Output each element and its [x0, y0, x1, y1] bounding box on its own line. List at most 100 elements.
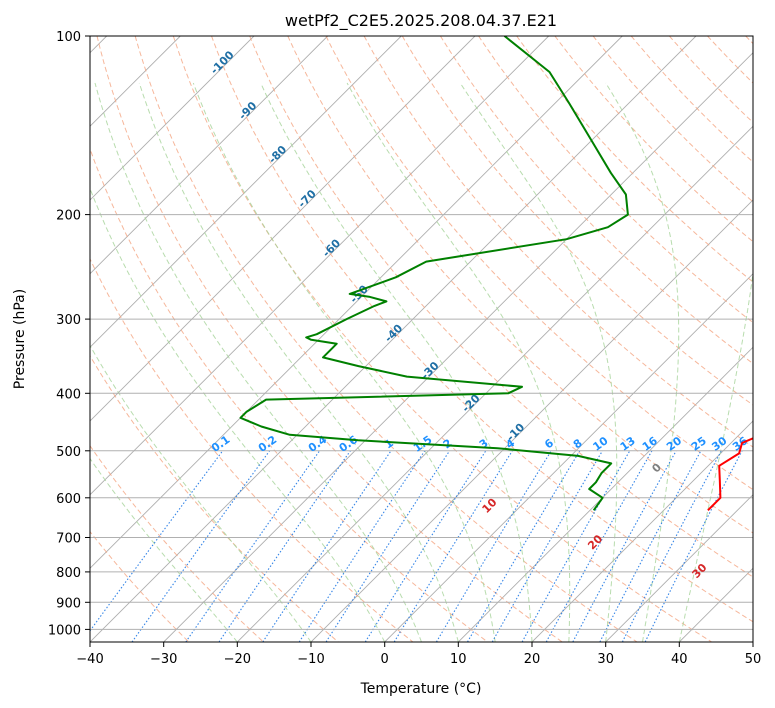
mixing-ratio-line — [521, 450, 631, 642]
moist-adiabat-line — [138, 82, 459, 642]
y-tick-label: 600 — [56, 492, 81, 507]
mixing-ratio-line — [435, 450, 552, 642]
background-lines — [90, 36, 753, 642]
mixing-ratio-line — [131, 450, 271, 642]
dry-adiabat-line — [90, 530, 190, 642]
isotherm-label: -40 — [382, 321, 405, 344]
isotherm-line — [90, 36, 329, 275]
y-tick-label: 300 — [56, 313, 81, 328]
moist-adiabat-line — [260, 82, 533, 642]
mixing-ratio-line — [393, 450, 513, 642]
moist-adiabat-line — [192, 82, 496, 642]
dry-adiabat-line — [96, 36, 563, 642]
y-axis-title: Pressure (hPa) — [12, 289, 28, 389]
isotherm-label: -100 — [208, 48, 237, 77]
dewpoint-profile-line — [239, 36, 629, 511]
dry-adiabat-line — [287, 36, 753, 534]
isotherm-line — [457, 346, 753, 642]
x-axis-title: Temperature (°C) — [360, 681, 482, 697]
dry-adiabat-line — [554, 36, 753, 243]
mixing-ratio-line — [621, 450, 722, 642]
mixing-ratio-line — [298, 450, 426, 642]
mixing-ratio-line — [572, 450, 677, 642]
dry-adiabat-line — [211, 36, 753, 623]
mixing-ratio-line — [644, 450, 743, 642]
isotherm-line — [310, 199, 753, 642]
isotherm-line — [752, 641, 753, 642]
plot-frame — [89, 35, 754, 643]
mixing-ratio-label: 2 — [441, 436, 455, 451]
moist-adiabat-line — [605, 82, 680, 642]
dry-adiabat-line — [90, 444, 264, 642]
isotherm-label: -60 — [320, 236, 343, 259]
dry-adiabat-line — [325, 36, 753, 491]
x-tick-label: 50 — [745, 652, 762, 667]
isotherm-line — [90, 36, 255, 201]
dry-adiabat-line — [134, 36, 638, 642]
dry-adiabat-line — [90, 257, 414, 642]
dry-adiabat-line — [90, 147, 488, 642]
dry-adiabat-line — [172, 36, 712, 642]
dry-adiabat-line — [363, 36, 753, 448]
dry-adiabat-line — [439, 36, 753, 365]
moist-adiabat-label: 0 — [649, 461, 664, 476]
dry-adiabat-line — [745, 36, 753, 45]
x-tick-label: 0 — [381, 652, 389, 667]
mixing-ratio-label: 0.6 — [337, 433, 361, 455]
y-tick-label: 100 — [56, 30, 81, 45]
mixing-ratio-line — [218, 450, 351, 642]
mixing-ratio-line — [364, 450, 487, 642]
dry-adiabat-line — [90, 354, 339, 642]
isotherm-line — [531, 420, 753, 642]
isotherm-line — [90, 36, 550, 496]
isotherm-label: -80 — [266, 143, 289, 166]
dry-adiabat-line — [707, 36, 753, 84]
mixing-ratio-line — [325, 450, 451, 642]
line-labels: 0.1 0.2 0.4 0.6 1 1.5 2 3 4 6 8 10 13 16 20 25 30 36-100-… — [208, 48, 750, 581]
profile-lines — [239, 36, 753, 512]
y-tick-label: 1000 — [48, 623, 81, 638]
isotherm-line — [90, 36, 476, 422]
isotherm-line — [678, 567, 753, 642]
moist-adiabat-line — [94, 82, 422, 642]
y-tick-label: 900 — [56, 596, 81, 611]
x-tick-label: 30 — [597, 652, 614, 667]
isotherm-line — [605, 494, 753, 642]
mixing-ratio-line — [90, 450, 224, 632]
dry-adiabat-line — [516, 36, 753, 283]
dry-adiabat-label: 20 — [585, 532, 605, 552]
isotherm-label: -70 — [296, 187, 319, 210]
y-tick-label: 700 — [56, 532, 81, 547]
dry-adiabat-line — [669, 36, 753, 124]
x-tick-label: 40 — [671, 652, 688, 667]
mixing-ratio-line — [545, 450, 653, 642]
mixing-ratio-line — [262, 450, 392, 642]
dry-adiabat-line — [249, 36, 753, 578]
moist-adiabat-line — [90, 344, 312, 642]
dry-adiabat-line — [401, 36, 753, 406]
x-tick-label: −30 — [150, 652, 177, 667]
moist-adiabat-line — [678, 269, 753, 642]
chart-title: wetPf2_C2E5.2025.208.04.37.E21 — [285, 11, 557, 31]
temperature-profile-line — [707, 437, 753, 512]
x-tick-label: 20 — [524, 652, 541, 667]
isotherm-line — [90, 36, 402, 348]
isotherm-line — [384, 273, 753, 642]
isotherm-line — [90, 36, 697, 642]
mixing-ratio-label: 0.1 — [209, 433, 232, 455]
isotherm-line — [236, 125, 753, 642]
moist-adiabat-line — [90, 457, 238, 642]
x-tick-label: −40 — [76, 652, 103, 667]
x-tick-label: 10 — [450, 652, 467, 667]
mixing-ratio-line — [599, 450, 702, 642]
x-tick-label: −20 — [224, 652, 251, 667]
isotherm-line — [163, 52, 753, 642]
isotherm-line — [90, 36, 623, 569]
moist-adiabat-line — [459, 82, 618, 642]
axes: −40 −30 −20 −10 0 10 20 30 40 5010020030040050060… — [48, 30, 761, 667]
y-tick-label: 800 — [56, 566, 81, 581]
y-tick-label: 200 — [56, 209, 81, 224]
pressure-gridlines — [90, 36, 753, 630]
mixing-ratio-line — [185, 450, 321, 642]
